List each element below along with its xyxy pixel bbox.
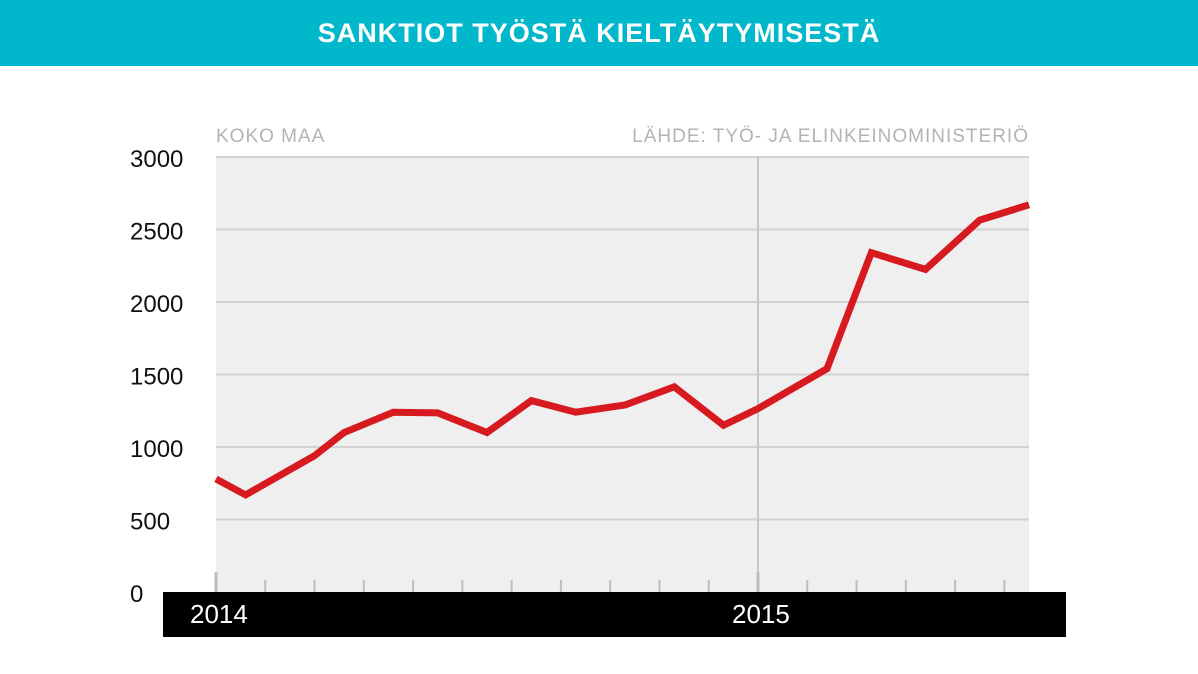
gridlines	[216, 156, 1029, 521]
y-axis-labels: 0 500 1000 1500 2000 2500 3000	[130, 146, 183, 608]
sanctions-series-line	[214, 201, 1031, 499]
x-year-label: 2015	[732, 599, 790, 629]
y-tick-label: 500	[130, 509, 170, 536]
source-label: LÄHDE: TYÖ- JA ELINKEINOMINISTERIÖ	[632, 126, 1029, 147]
region-label: KOKO MAA	[216, 126, 325, 147]
x-year-label: 2014	[190, 599, 248, 629]
y-tick-label: 0	[130, 581, 143, 608]
x-axis-year-labels: 2014 2015	[190, 599, 790, 629]
y-tick-label: 2000	[130, 291, 183, 318]
header-banner: SANKTIOT TYÖSTÄ KIELTÄYTYMISESTÄ	[0, 0, 1198, 66]
chart-title: SANKTIOT TYÖSTÄ KIELTÄYTYMISESTÄ	[317, 17, 881, 48]
x-axis-bar	[163, 592, 1066, 637]
y-tick-label: 1500	[130, 364, 183, 391]
y-tick-label: 1000	[130, 436, 183, 463]
x-axis-ticks	[214, 572, 1006, 592]
y-tick-label: 3000	[130, 146, 183, 173]
y-tick-label: 2500	[130, 219, 183, 246]
